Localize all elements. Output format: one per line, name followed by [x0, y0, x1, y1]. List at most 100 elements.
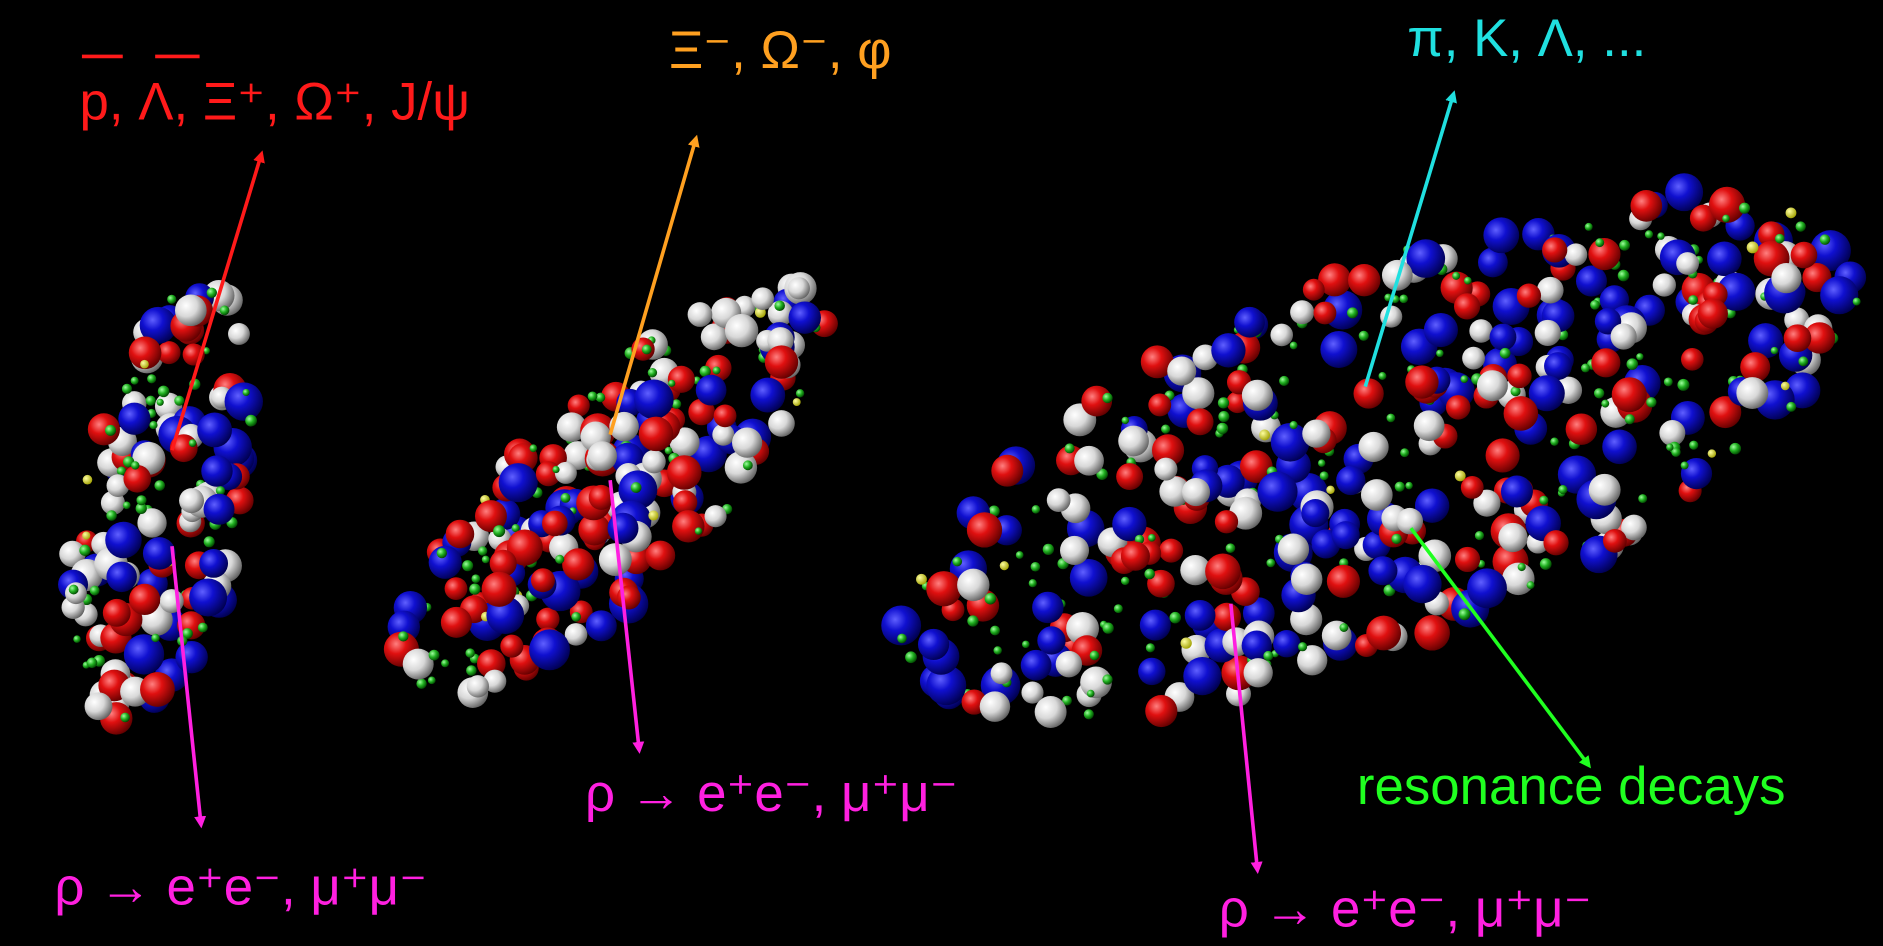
particle: [85, 692, 113, 720]
particle: [1501, 476, 1533, 508]
particle: [1320, 331, 1357, 368]
particle: [105, 425, 116, 436]
particle: [918, 629, 949, 660]
particle: [1259, 430, 1270, 441]
particle: [1405, 365, 1438, 398]
particle: [696, 375, 727, 406]
particle: [1676, 252, 1699, 275]
particle: [561, 493, 571, 503]
particle: [398, 631, 408, 641]
particle: [586, 610, 617, 641]
particle: [1627, 358, 1639, 370]
label-baryons: p, Λ, Ξ⁺, Ω⁺, J/ψ: [80, 73, 470, 132]
particle: [1084, 709, 1094, 719]
particle: [1601, 400, 1609, 408]
label-resonance: resonance decays: [1357, 757, 1786, 816]
particle: [1405, 482, 1412, 489]
particle: [639, 417, 674, 452]
particle: [1022, 641, 1029, 648]
particle: [967, 512, 1002, 547]
particle: [1689, 441, 1698, 450]
particle: [688, 302, 713, 327]
particle: [79, 545, 90, 556]
particle: [648, 368, 657, 377]
particle: [1659, 420, 1685, 446]
particle: [743, 460, 753, 470]
page: {"labels": { "baryons": "p, Λ, Ξ⁺, Ω⁺, J…: [0, 0, 1883, 946]
particle: [83, 475, 93, 485]
particle: [714, 404, 737, 427]
particle: [1611, 323, 1637, 349]
particle: [555, 462, 577, 484]
particle: [1122, 417, 1129, 424]
particle: [1665, 173, 1703, 211]
particle: [1213, 603, 1241, 631]
particle: [1619, 240, 1630, 251]
particle: [1786, 207, 1797, 218]
particle: [1114, 604, 1123, 613]
particle: [1537, 277, 1564, 304]
particle: [1035, 696, 1067, 728]
particle: [154, 480, 165, 491]
particle: [796, 389, 804, 397]
particle: [642, 450, 666, 474]
particle: [179, 488, 204, 513]
particle: [1612, 377, 1647, 412]
particle: [1798, 356, 1808, 366]
particle: [1853, 298, 1861, 306]
particle: [189, 439, 197, 447]
particle: [1182, 478, 1210, 506]
particle: [1483, 217, 1519, 253]
particle: [189, 579, 227, 617]
particle: [1414, 410, 1445, 441]
particle: [1395, 482, 1405, 492]
particle: [441, 607, 472, 638]
particle: [1215, 510, 1238, 533]
label-strange: Ξ⁻, Ω⁻, φ: [669, 21, 892, 80]
particle: [1688, 295, 1698, 305]
particle: [1498, 523, 1527, 552]
particle: [1185, 600, 1216, 631]
particle: [197, 412, 232, 447]
particle: [1074, 446, 1104, 476]
particle: [1747, 242, 1759, 254]
particle: [1318, 459, 1325, 466]
particle: [82, 531, 90, 539]
particle: [199, 549, 228, 578]
particle: [1021, 650, 1052, 681]
particle: [1087, 690, 1095, 698]
particle: [123, 501, 131, 509]
particle: [1234, 307, 1265, 338]
particle: [1585, 223, 1593, 231]
particle: [1558, 485, 1567, 494]
particle: [1781, 382, 1790, 391]
particle: [967, 615, 978, 626]
particle: [789, 301, 821, 333]
particle: [118, 403, 150, 435]
particle: [1161, 424, 1170, 433]
particle: [1539, 496, 1548, 505]
particle: [1736, 377, 1768, 409]
particle: [552, 466, 559, 473]
particle: [1266, 559, 1275, 568]
particle: [1730, 443, 1742, 455]
particle: [1118, 426, 1149, 457]
particle: [1145, 695, 1177, 727]
particle: [467, 675, 489, 697]
particle: [1446, 395, 1470, 419]
particle: [768, 410, 795, 437]
particle: [1121, 577, 1129, 585]
particle: [1320, 471, 1329, 480]
particle: [667, 455, 702, 490]
particle: [1159, 539, 1183, 563]
particle: [1645, 230, 1653, 238]
particle: [1467, 568, 1507, 608]
particle: [1218, 397, 1229, 408]
particle: [668, 366, 695, 393]
particle: [1060, 536, 1089, 565]
particle: [1065, 443, 1075, 453]
particle: [1518, 563, 1526, 571]
particle: [1566, 413, 1597, 444]
particle: [1183, 657, 1221, 695]
particle: [1148, 534, 1156, 542]
